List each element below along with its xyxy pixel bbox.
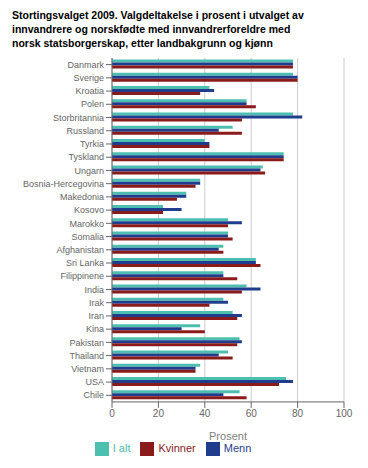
html-text:Kvinner: Kvinner bbox=[158, 441, 196, 454]
html-text:Menn: Menn bbox=[223, 441, 252, 454]
svg-text:Iran: Iran bbox=[88, 311, 104, 321]
svg-text:Tyskland: Tyskland bbox=[68, 152, 104, 162]
svg-text:Marokko: Marokko bbox=[69, 219, 104, 229]
svg-text:20: 20 bbox=[153, 408, 165, 419]
svg-text:Makedonia: Makedonia bbox=[60, 192, 104, 202]
svg-text:Vietnam: Vietnam bbox=[71, 364, 104, 374]
svg-text:Sverige: Sverige bbox=[73, 73, 104, 83]
svg-text:40: 40 bbox=[199, 408, 211, 419]
svg-text:Danmark: Danmark bbox=[67, 60, 104, 70]
svg-text:80: 80 bbox=[292, 408, 304, 419]
html-text:norsk statsborgerskap, etter l: norsk statsborgerskap, etter landbakgrun… bbox=[12, 37, 273, 49]
svg-text:Chile: Chile bbox=[83, 390, 104, 400]
svg-text:Kroatia: Kroatia bbox=[75, 86, 104, 96]
svg-text:USA: USA bbox=[85, 377, 104, 387]
svg-text:Somalia: Somalia bbox=[71, 232, 104, 242]
svg-text:Filippinene: Filippinene bbox=[60, 271, 104, 281]
svg-text:Bosnia-Hercegovina: Bosnia-Hercegovina bbox=[23, 179, 104, 189]
svg-text:Storbritannia: Storbritannia bbox=[53, 113, 104, 123]
svg-text:Sri Lanka: Sri Lanka bbox=[66, 258, 104, 268]
svg-text:Russland: Russland bbox=[66, 126, 104, 136]
svg-text:Kosovo: Kosovo bbox=[74, 205, 104, 215]
svg-text:0: 0 bbox=[109, 408, 115, 419]
html-text:Stortingsvalget 2009. Valgdelt: Stortingsvalget 2009. Valgdeltakelse i p… bbox=[12, 9, 304, 21]
svg-text:Kina: Kina bbox=[86, 324, 104, 334]
html-text:I alt: I alt bbox=[112, 441, 131, 454]
svg-text:Afghanistan: Afghanistan bbox=[56, 245, 104, 255]
svg-text:Prosent: Prosent bbox=[209, 430, 247, 442]
svg-text:Thailand: Thailand bbox=[69, 351, 104, 361]
svg-text:Ungarn: Ungarn bbox=[74, 166, 104, 176]
svg-text:Polen: Polen bbox=[81, 99, 104, 109]
svg-text:60: 60 bbox=[246, 408, 258, 419]
svg-text:Irak: Irak bbox=[89, 298, 105, 308]
svg-text:100: 100 bbox=[336, 408, 353, 419]
svg-text:India: India bbox=[84, 285, 104, 295]
svg-text:Pakistan: Pakistan bbox=[69, 338, 104, 348]
html-text:innvandrere og norskfødte med: innvandrere og norskfødte med innvandrer… bbox=[12, 23, 291, 35]
svg-text:Tyrkia: Tyrkia bbox=[80, 139, 104, 149]
